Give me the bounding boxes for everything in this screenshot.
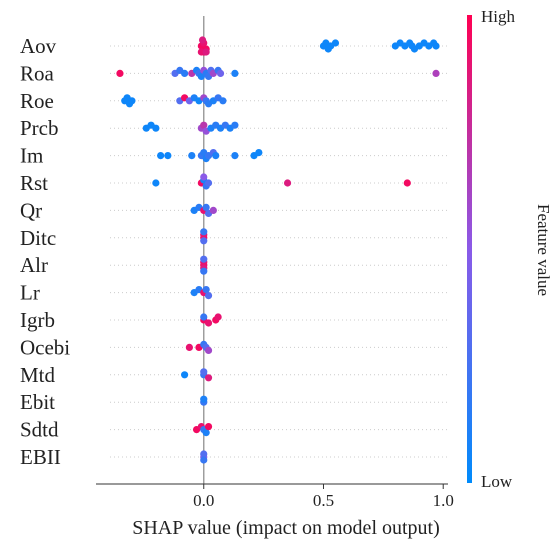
shap-point — [403, 179, 411, 187]
shap-point — [202, 429, 210, 437]
shap-point — [200, 228, 208, 236]
x-tick-label: 0.0 — [193, 491, 214, 510]
shap-point — [152, 179, 160, 187]
shap-point — [157, 152, 165, 160]
shap-point — [204, 346, 213, 354]
feature-label: Qr — [20, 198, 42, 222]
shap-point — [200, 368, 208, 376]
shap-point — [180, 371, 189, 379]
shap-point — [116, 69, 124, 77]
colorbar-high-label: High — [481, 7, 516, 26]
feature-label: Mtd — [20, 363, 56, 387]
feature-label: Rst — [20, 171, 48, 195]
feature-label: Ebit — [20, 390, 55, 414]
shap-point — [185, 343, 193, 351]
shap-point — [202, 203, 210, 211]
feature-labels: Aov Roa Roe Prcb Im Rst Qr Ditc Alr Lr Igrb Ocebi Mt… — [20, 34, 70, 469]
points-layer — [116, 36, 440, 464]
shap-point — [200, 267, 208, 275]
x-axis-ticks: 0.0 0.5 1.0 — [193, 484, 454, 510]
shap-point — [164, 152, 172, 160]
shap-point — [128, 97, 136, 105]
shap-point — [283, 179, 292, 187]
shap-point — [202, 286, 210, 294]
feature-label: Prcb — [20, 116, 59, 140]
feature-label: Roe — [20, 89, 54, 113]
shap-point — [204, 423, 213, 431]
shap-point — [231, 121, 239, 129]
shap-point — [204, 374, 213, 382]
shap-point — [255, 149, 263, 157]
shap-point — [331, 39, 340, 47]
shap-point — [180, 69, 189, 77]
colorbar-low-label: Low — [481, 472, 513, 491]
shap-point — [198, 36, 207, 44]
shap-point — [432, 69, 440, 77]
x-tick-label: 0.5 — [313, 491, 334, 510]
feature-label: Im — [20, 144, 43, 168]
feature-label: Ditc — [20, 226, 56, 250]
shap-point — [216, 69, 225, 77]
feature-label: Alr — [20, 253, 48, 277]
colorbar — [467, 15, 472, 483]
shap-point — [200, 237, 208, 245]
shap-point — [200, 173, 208, 181]
feature-label: Ocebi — [20, 335, 70, 359]
shap-point — [152, 124, 160, 132]
feature-label: EBII — [20, 445, 61, 469]
shap-point — [204, 292, 213, 300]
shap-point — [200, 313, 208, 321]
shap-point — [204, 179, 213, 187]
colorbar-title: Feature value — [534, 204, 550, 296]
x-axis-title: SHAP value (impact on model output) — [132, 517, 440, 539]
feature-label: Igrb — [20, 308, 55, 332]
shap-point — [200, 121, 208, 129]
shap-point — [200, 255, 208, 263]
shap-point — [231, 152, 239, 160]
shap-point — [200, 395, 208, 403]
shap-point — [200, 450, 208, 458]
feature-label: Roa — [20, 61, 55, 85]
shap-point — [214, 313, 222, 321]
shap-point — [202, 48, 210, 56]
shap-point — [200, 456, 208, 464]
shap-point — [212, 152, 220, 160]
shap-point — [432, 42, 440, 50]
feature-label: Lr — [20, 281, 40, 305]
shap-point — [231, 69, 239, 77]
row-guides — [110, 45, 448, 458]
shap-point — [204, 319, 213, 327]
shap-point — [219, 97, 227, 105]
shap-point — [188, 152, 196, 160]
feature-label: Sdtd — [20, 418, 59, 442]
feature-label: Aov — [20, 34, 57, 58]
x-tick-label: 1.0 — [433, 491, 454, 510]
shap-point — [209, 206, 217, 214]
